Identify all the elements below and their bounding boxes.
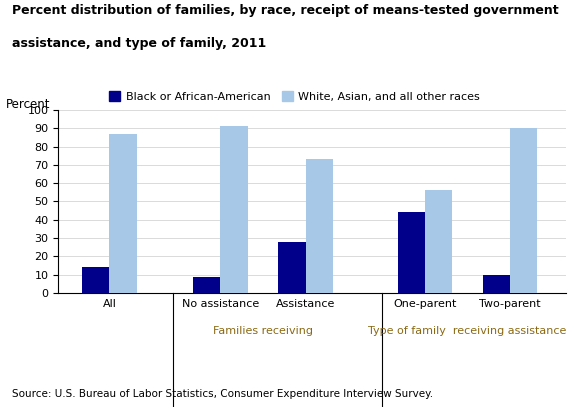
Bar <box>305 159 333 293</box>
Text: Families receiving: Families receiving <box>213 326 313 336</box>
Text: Percent: Percent <box>6 98 50 111</box>
Text: Type of family  receiving assistance: Type of family receiving assistance <box>368 326 567 336</box>
Text: assistance, and type of family, 2011: assistance, and type of family, 2011 <box>12 37 266 50</box>
Bar <box>483 275 510 293</box>
Bar <box>220 126 248 293</box>
Bar <box>193 277 220 293</box>
Text: Percent distribution of families, by race, receipt of means-tested government: Percent distribution of families, by rac… <box>12 4 559 17</box>
Bar <box>110 133 137 293</box>
Bar <box>82 267 110 293</box>
Bar <box>278 242 305 293</box>
Bar <box>398 212 425 293</box>
Bar <box>510 128 538 293</box>
Legend: Black or African-American, White, Asian, and all other races: Black or African-American, White, Asian,… <box>105 87 484 106</box>
Bar <box>425 190 452 293</box>
Text: Source: U.S. Bureau of Labor Statistics, Consumer Expenditure Interview Survey.: Source: U.S. Bureau of Labor Statistics,… <box>12 389 433 399</box>
